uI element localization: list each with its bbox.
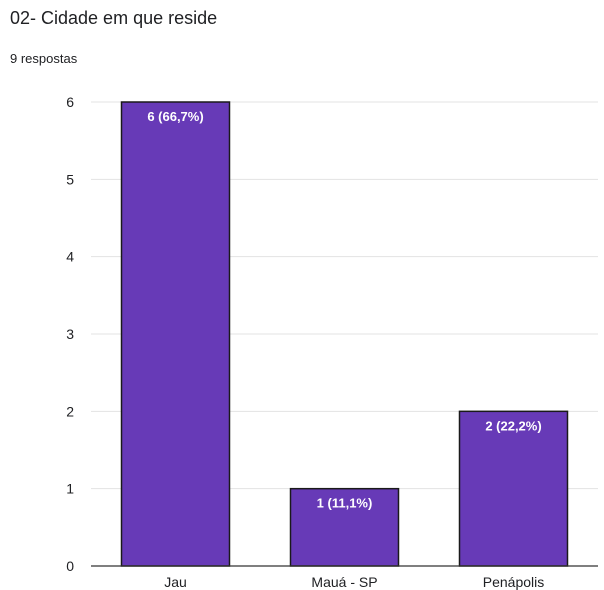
bar: [458, 410, 569, 567]
data-label: 6 (66,7%): [147, 109, 203, 124]
x-tick-label: Jau: [164, 574, 187, 590]
chart-title: 02- Cidade em que reside: [10, 8, 218, 28]
bars: [120, 101, 569, 567]
y-tick-label: 6: [66, 94, 74, 110]
y-tick-label: 2: [66, 403, 74, 419]
response-count: 9 respostas: [10, 51, 78, 66]
axes: 0 1 2 3 4 5 6 Jau Mauá - SP Penápolis: [66, 94, 598, 590]
bar: [120, 101, 231, 567]
x-tick-label: Mauá - SP: [311, 574, 377, 590]
data-label: 2 (22,2%): [485, 418, 541, 433]
y-tick-label: 5: [66, 171, 74, 187]
data-labels: 6 (66,7%) 1 (11,1%) 2 (22,2%): [147, 109, 541, 511]
y-tick-label: 1: [66, 481, 74, 497]
data-label: 1 (11,1%): [317, 496, 373, 511]
x-tick-label: Penápolis: [483, 574, 545, 590]
y-tick-label: 3: [66, 326, 74, 342]
y-tick-label: 4: [66, 249, 74, 265]
bar: [289, 487, 400, 567]
y-tick-label: 0: [66, 558, 74, 574]
